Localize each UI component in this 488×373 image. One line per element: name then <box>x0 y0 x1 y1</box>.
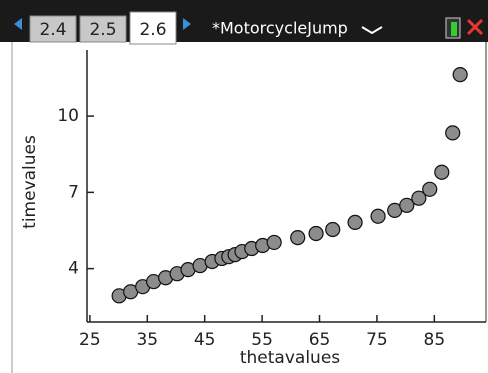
point <box>348 215 362 229</box>
x-tick-label: 25 <box>79 330 101 350</box>
y-tick-label: 7 <box>68 182 79 202</box>
x-tick-label: 35 <box>136 330 158 350</box>
tab-label: 2.5 <box>89 20 116 40</box>
screen: 2.4 2.5 2.6 *MotorcycleJump thetavalues … <box>0 0 488 373</box>
x-tick-label: 55 <box>251 330 273 350</box>
x-tick-label: 65 <box>309 330 331 350</box>
point <box>423 182 437 196</box>
y-axis-label: timevalues <box>20 135 40 229</box>
tab-label: 2.6 <box>139 20 166 40</box>
tab-label: 2.4 <box>39 20 66 40</box>
document-title[interactable]: *MotorcycleJump <box>212 19 348 38</box>
x-axis-label: thetavalues <box>240 348 340 368</box>
x-tick-label: 85 <box>424 330 446 350</box>
point <box>371 209 385 223</box>
x-tick-label: 45 <box>194 330 216 350</box>
point <box>309 227 323 241</box>
point <box>435 165 449 179</box>
x-tick-label: 75 <box>366 330 388 350</box>
y-tick-label: 4 <box>68 259 79 279</box>
y-tick-label: 10 <box>57 106 79 126</box>
battery-level <box>451 22 457 36</box>
point <box>291 231 305 245</box>
point <box>326 222 340 236</box>
point <box>267 235 281 249</box>
point <box>453 68 467 82</box>
point <box>446 126 460 140</box>
